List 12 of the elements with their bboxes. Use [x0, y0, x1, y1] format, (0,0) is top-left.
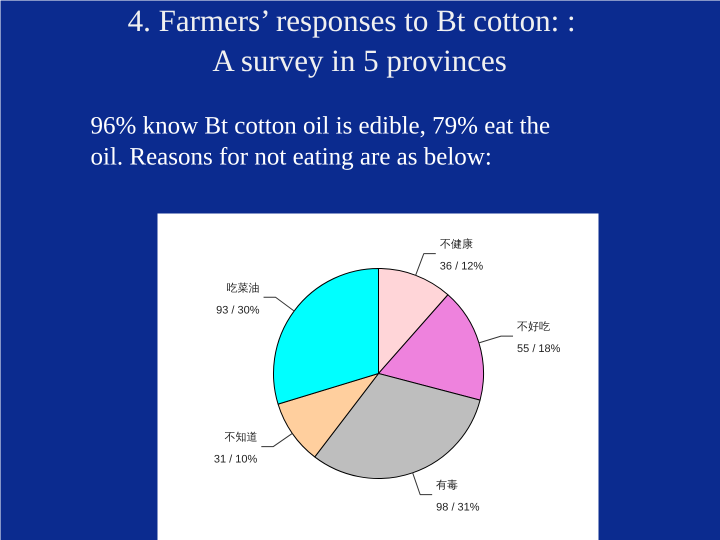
chart-subtitle: 96% know Bt cotton oil is edible, 79% eat the oil. Reasons for not eating are as below:: [90, 112, 550, 170]
slice-label: 吃菜油: [226, 281, 260, 294]
slice-label: 不知道: [224, 432, 258, 444]
data-label: 93 / 30%: [216, 304, 260, 316]
slice-label: 有毒: [436, 478, 458, 492]
data-label: 98 / 31%: [436, 502, 480, 514]
slice-label: 不好吃: [517, 321, 550, 334]
slice-label: 不健康: [440, 238, 473, 251]
data-label: 31 / 10%: [214, 454, 258, 466]
data-label: 36 / 12%: [440, 260, 484, 273]
chart-title: 4. Farmers’ responses to Bt cotton: : A survey in 5 provinces: [128, 2, 576, 78]
data-label: 55 / 18%: [517, 343, 561, 356]
